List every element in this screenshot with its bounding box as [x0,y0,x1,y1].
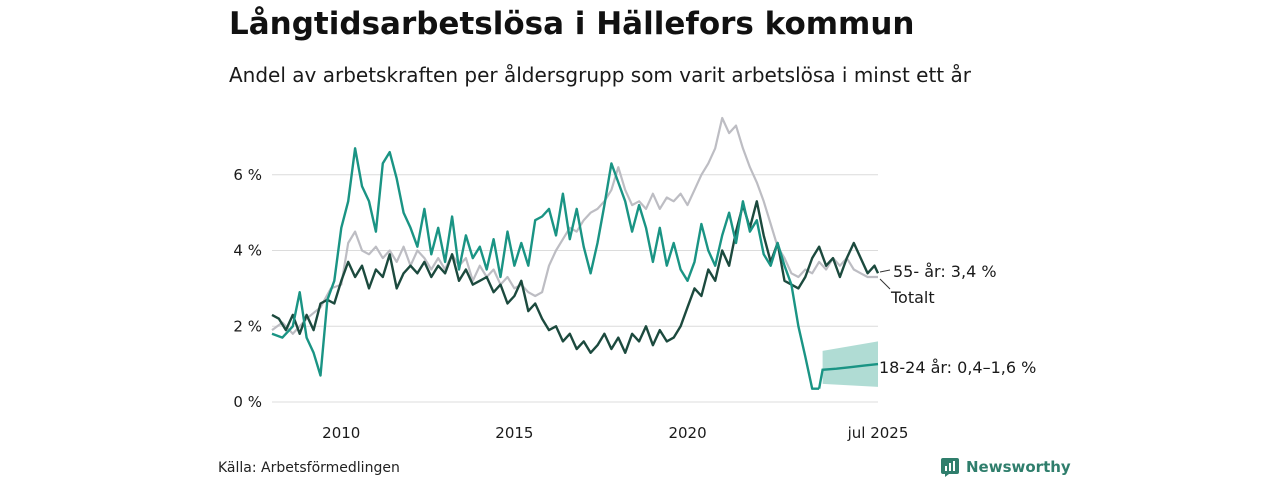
y-tick-label: 4 % [233,242,262,260]
brand-logo[interactable]: Newsworthy [940,457,1071,477]
leader-line-total [879,278,891,290]
end-label-total: Totalt [890,288,935,307]
series-line-age55 [271,200,880,354]
x-tick-label: 2010 [322,424,360,442]
chart-subtitle: Andel av arbetskraften per åldersgrupp s… [229,63,971,87]
bar-chart-icon [941,458,959,477]
x-tick-label: 2015 [495,424,533,442]
leader-line-age55 [879,269,891,273]
series-line-total [271,116,878,335]
end-label-age1824: 18-24 år: 0,4–1,6 % [879,358,1036,377]
source-note: Källa: Arbetsförmedlingen [218,460,400,476]
forecast-band [822,341,878,387]
end-label-age55: 55- år: 3,4 % [893,262,997,281]
y-tick-label: 0 % [233,393,262,411]
y-tick-label: 2 % [233,317,262,335]
series-line-age1824 [271,147,820,390]
chart-title: Långtidsarbetslösa i Hällefors kommun [229,6,915,42]
brand-name: Newsworthy [966,458,1071,476]
forecast-line [817,362,879,389]
x-tick-label: jul 2025 [847,424,909,442]
y-tick-label: 6 % [233,166,262,184]
x-tick-label: 2020 [668,424,706,442]
line-chart: 0 % 2 % 4 % 6 % 2010 2015 2020 jul 2025 55- år: … [233,116,1036,442]
grid-lines [272,174,878,403]
